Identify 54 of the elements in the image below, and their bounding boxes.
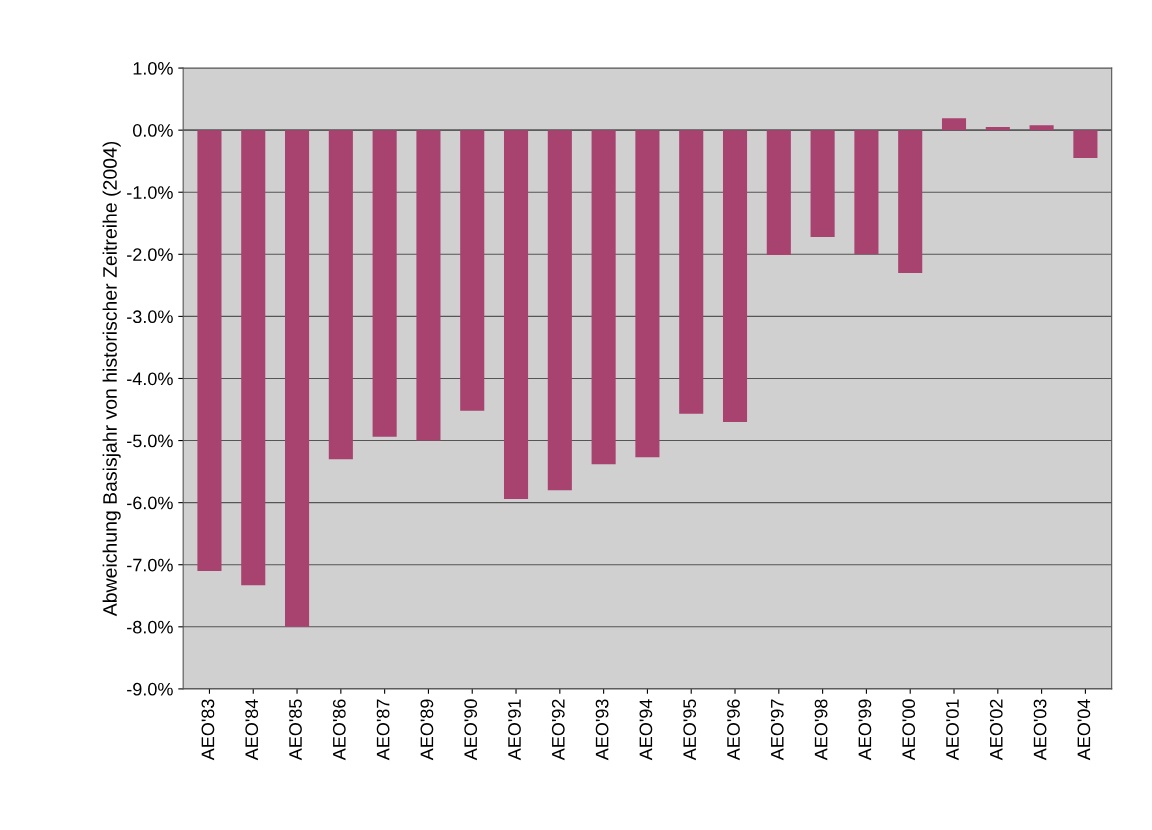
x-tick-label: AEO'89 xyxy=(420,699,434,761)
x-tick-label: AEO'92 xyxy=(551,699,565,761)
x-tick-label: AEO'04 xyxy=(1077,699,1091,761)
x-tick-label: AEO'93 xyxy=(595,699,609,761)
x-tick-label: AEO'96 xyxy=(727,699,740,761)
y-tick-label: -1.0% xyxy=(127,186,173,199)
x-tick-label: AEO'84 xyxy=(245,699,259,761)
bar xyxy=(679,130,704,414)
bar xyxy=(547,130,572,491)
bar xyxy=(416,130,441,441)
x-tick-label: AEO'94 xyxy=(639,699,653,761)
y-tick-label: -6.0% xyxy=(127,496,173,510)
y-tick-label: -2.0% xyxy=(127,248,173,262)
bar xyxy=(1029,125,1054,131)
x-tick-label: AEO'91 xyxy=(508,699,521,761)
x-tick-label: AEO'86 xyxy=(332,699,346,761)
bar xyxy=(372,130,397,437)
bar xyxy=(898,130,923,273)
x-tick-label: AEO'98 xyxy=(814,699,828,761)
y-tick-label: 1.0% xyxy=(133,61,173,75)
bar xyxy=(722,130,748,422)
bar xyxy=(285,130,310,627)
x-tick-label: AEO'99 xyxy=(858,699,872,761)
y-tick-label: -5.0% xyxy=(127,434,173,448)
y-tick-label: 0.0% xyxy=(133,124,173,137)
bar xyxy=(460,130,485,411)
bar xyxy=(241,130,266,586)
bar xyxy=(503,130,529,499)
x-tick-label: AEO'95 xyxy=(683,699,697,761)
bar xyxy=(810,130,835,237)
bar xyxy=(328,130,353,460)
x-tick-label: AEO'87 xyxy=(376,699,390,761)
x-tick-label: AEO'83 xyxy=(201,699,215,761)
y-tick-label: -3.0% xyxy=(127,310,173,324)
y-tick-label: -4.0% xyxy=(127,372,173,386)
x-tick-label: AEO'01 xyxy=(946,699,959,761)
bar xyxy=(197,130,222,571)
bar xyxy=(985,127,1010,131)
x-tick-label: AEO'85 xyxy=(289,699,302,761)
x-tick-label: AEO'97 xyxy=(770,699,784,761)
x-tick-label: AEO'02 xyxy=(989,699,1003,761)
bar xyxy=(854,130,879,255)
bar xyxy=(591,130,616,465)
y-tick-label: -7.0% xyxy=(127,558,173,572)
y-tick-label: -9.0% xyxy=(127,682,173,696)
bar xyxy=(1073,130,1098,159)
y-tick-label: -8.0% xyxy=(127,620,173,634)
bar xyxy=(635,130,660,458)
x-tick-label: AEO'90 xyxy=(464,699,478,761)
bar xyxy=(941,118,967,131)
x-tick-label: AEO'00 xyxy=(902,699,916,761)
y-axis-title: Abweichung Basisjahr von historischer Zeitreihe (2004) xyxy=(102,141,121,617)
bar xyxy=(766,130,791,255)
x-tick-label: AEO'03 xyxy=(1033,699,1047,761)
